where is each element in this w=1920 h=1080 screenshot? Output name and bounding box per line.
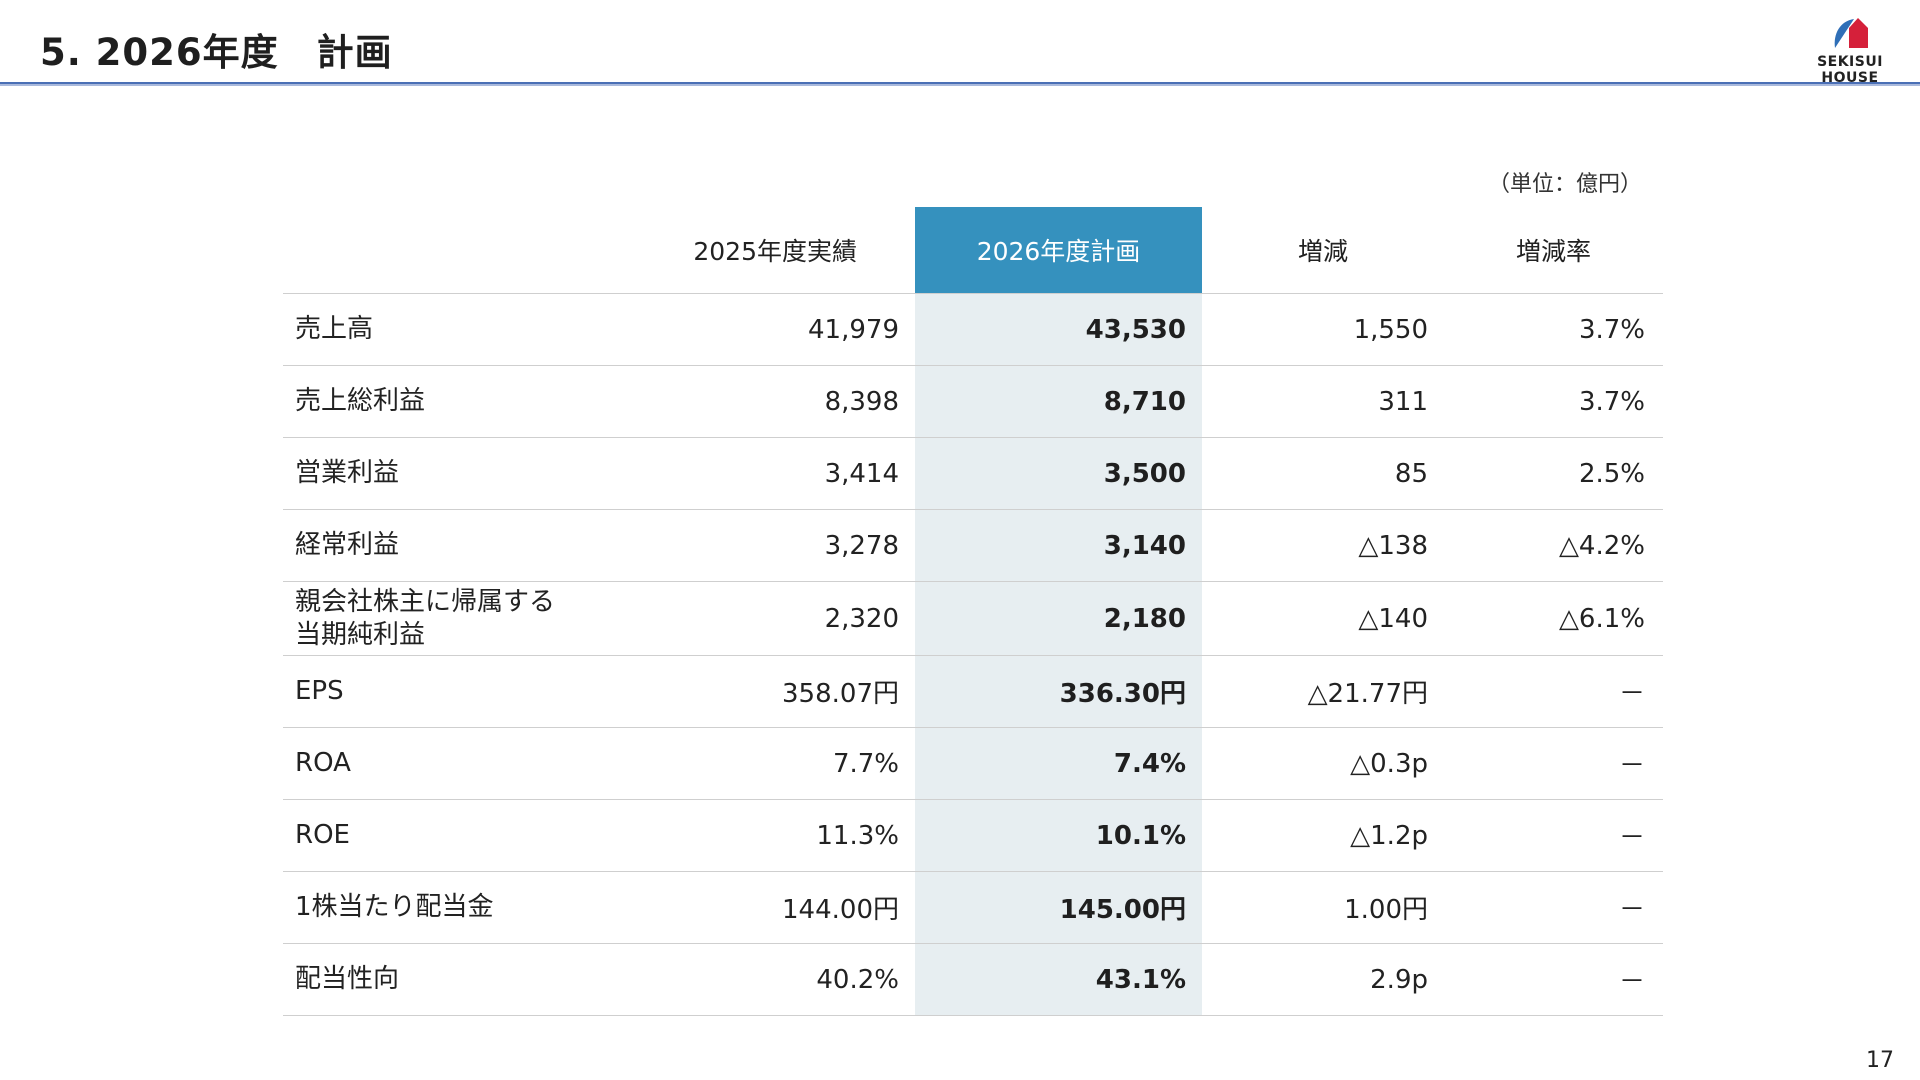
- page-title: 5. 2026年度 計画: [40, 31, 393, 74]
- logo-icon: [1834, 18, 1868, 48]
- table-row: EPS 358.07円 336.30円 △21.77円 －: [283, 655, 1663, 728]
- sekisui-house-logo: SEKISUI HOUSE: [1788, 16, 1912, 86]
- row-label: 営業利益: [283, 437, 631, 510]
- table-row: ROA 7.7% 7.4% △0.3p －: [283, 727, 1663, 800]
- cell-plan: 145.00円: [915, 871, 1202, 944]
- row-label: ROE: [283, 799, 631, 872]
- cell-rate: －: [1444, 727, 1663, 800]
- table-header-row: 2025年度実績 2026年度計画 増減 増減率: [283, 207, 1663, 294]
- cell-prev: 7.7%: [631, 727, 915, 800]
- cell-diff: △1.2p: [1202, 799, 1444, 872]
- row-label: 配当性向: [283, 943, 631, 1016]
- cell-diff: △21.77円: [1202, 655, 1444, 728]
- cell-rate: －: [1444, 871, 1663, 944]
- unit-note: （単位：億円）: [1487, 172, 1642, 197]
- column-header-change-rate: 増減率: [1515, 237, 1591, 266]
- cell-prev: 40.2%: [631, 943, 915, 1016]
- cell-prev: 11.3%: [631, 799, 915, 872]
- financial-plan-table: 2025年度実績 2026年度計画 増減 増減率 売上高 41,979 43,5…: [283, 207, 1663, 1016]
- cell-prev: 358.07円: [631, 655, 915, 728]
- cell-diff: △140: [1202, 581, 1444, 656]
- table-row: 営業利益 3,414 3,500 85 2.5%: [283, 437, 1663, 510]
- cell-plan: 43.1%: [915, 943, 1202, 1016]
- cell-prev: 8,398: [631, 365, 915, 438]
- cell-diff: 85: [1202, 437, 1444, 510]
- page-number: 17: [1866, 1048, 1894, 1073]
- cell-diff: 311: [1202, 365, 1444, 438]
- cell-rate: 3.7%: [1444, 365, 1663, 438]
- cell-rate: －: [1444, 655, 1663, 728]
- cell-prev: 3,414: [631, 437, 915, 510]
- row-label-line-2: 当期純利益: [295, 619, 426, 650]
- table-row: 売上総利益 8,398 8,710 311 3.7%: [283, 365, 1663, 438]
- cell-diff: 2.9p: [1202, 943, 1444, 1016]
- cell-rate: －: [1444, 799, 1663, 872]
- column-header-change: 増減: [1297, 237, 1348, 266]
- cell-prev: 144.00円: [631, 871, 915, 944]
- column-header-item: [283, 207, 631, 294]
- cell-rate: △4.2%: [1444, 509, 1663, 582]
- cell-prev: 41,979: [631, 293, 915, 366]
- cell-rate: 2.5%: [1444, 437, 1663, 510]
- table-row: ROE 11.3% 10.1% △1.2p －: [283, 799, 1663, 872]
- cell-plan: 10.1%: [915, 799, 1202, 872]
- cell-prev: 2,320: [631, 581, 915, 656]
- cell-diff: 1,550: [1202, 293, 1444, 366]
- table-row: 経常利益 3,278 3,140 △138 △4.2%: [283, 509, 1663, 582]
- cell-plan: 8,710: [915, 365, 1202, 438]
- cell-diff: △138: [1202, 509, 1444, 582]
- column-header-fy2026-plan: 2026年度計画: [915, 207, 1202, 294]
- cell-plan: 3,500: [915, 437, 1202, 510]
- cell-plan: 2,180: [915, 581, 1202, 656]
- cell-plan: 336.30円: [915, 655, 1202, 728]
- cell-plan: 3,140: [915, 509, 1202, 582]
- cell-plan: 43,530: [915, 293, 1202, 366]
- row-label: 売上総利益: [283, 365, 631, 438]
- row-label: 経常利益: [283, 509, 631, 582]
- table-row: 売上高 41,979 43,530 1,550 3.7%: [283, 293, 1663, 366]
- cell-rate: 3.7%: [1444, 293, 1663, 366]
- row-label: EPS: [283, 655, 631, 728]
- cell-diff: 1.00円: [1202, 871, 1444, 944]
- column-header-fy2025-actual: 2025年度実績: [693, 237, 857, 266]
- row-label: 1株当たり配当金: [283, 871, 631, 944]
- cell-rate: △6.1%: [1444, 581, 1663, 656]
- row-label: ROA: [283, 727, 631, 800]
- row-label-line-1: 親会社株主に帰属する: [295, 586, 556, 617]
- table-row: 親会社株主に帰属する 当期純利益 2,320 2,180 △140 △6.1%: [283, 581, 1663, 656]
- cell-diff: △0.3p: [1202, 727, 1444, 800]
- row-label: 親会社株主に帰属する 当期純利益: [283, 581, 631, 656]
- logo-wordmark: SEKISUI HOUSE: [1817, 54, 1883, 86]
- title-divider: [0, 82, 1920, 86]
- row-label: 売上高: [283, 293, 631, 366]
- cell-plan: 7.4%: [915, 727, 1202, 800]
- cell-rate: －: [1444, 943, 1663, 1016]
- cell-prev: 3,278: [631, 509, 915, 582]
- table-row: 配当性向 40.2% 43.1% 2.9p －: [283, 943, 1663, 1016]
- table-row: 1株当たり配当金 144.00円 145.00円 1.00円 －: [283, 871, 1663, 944]
